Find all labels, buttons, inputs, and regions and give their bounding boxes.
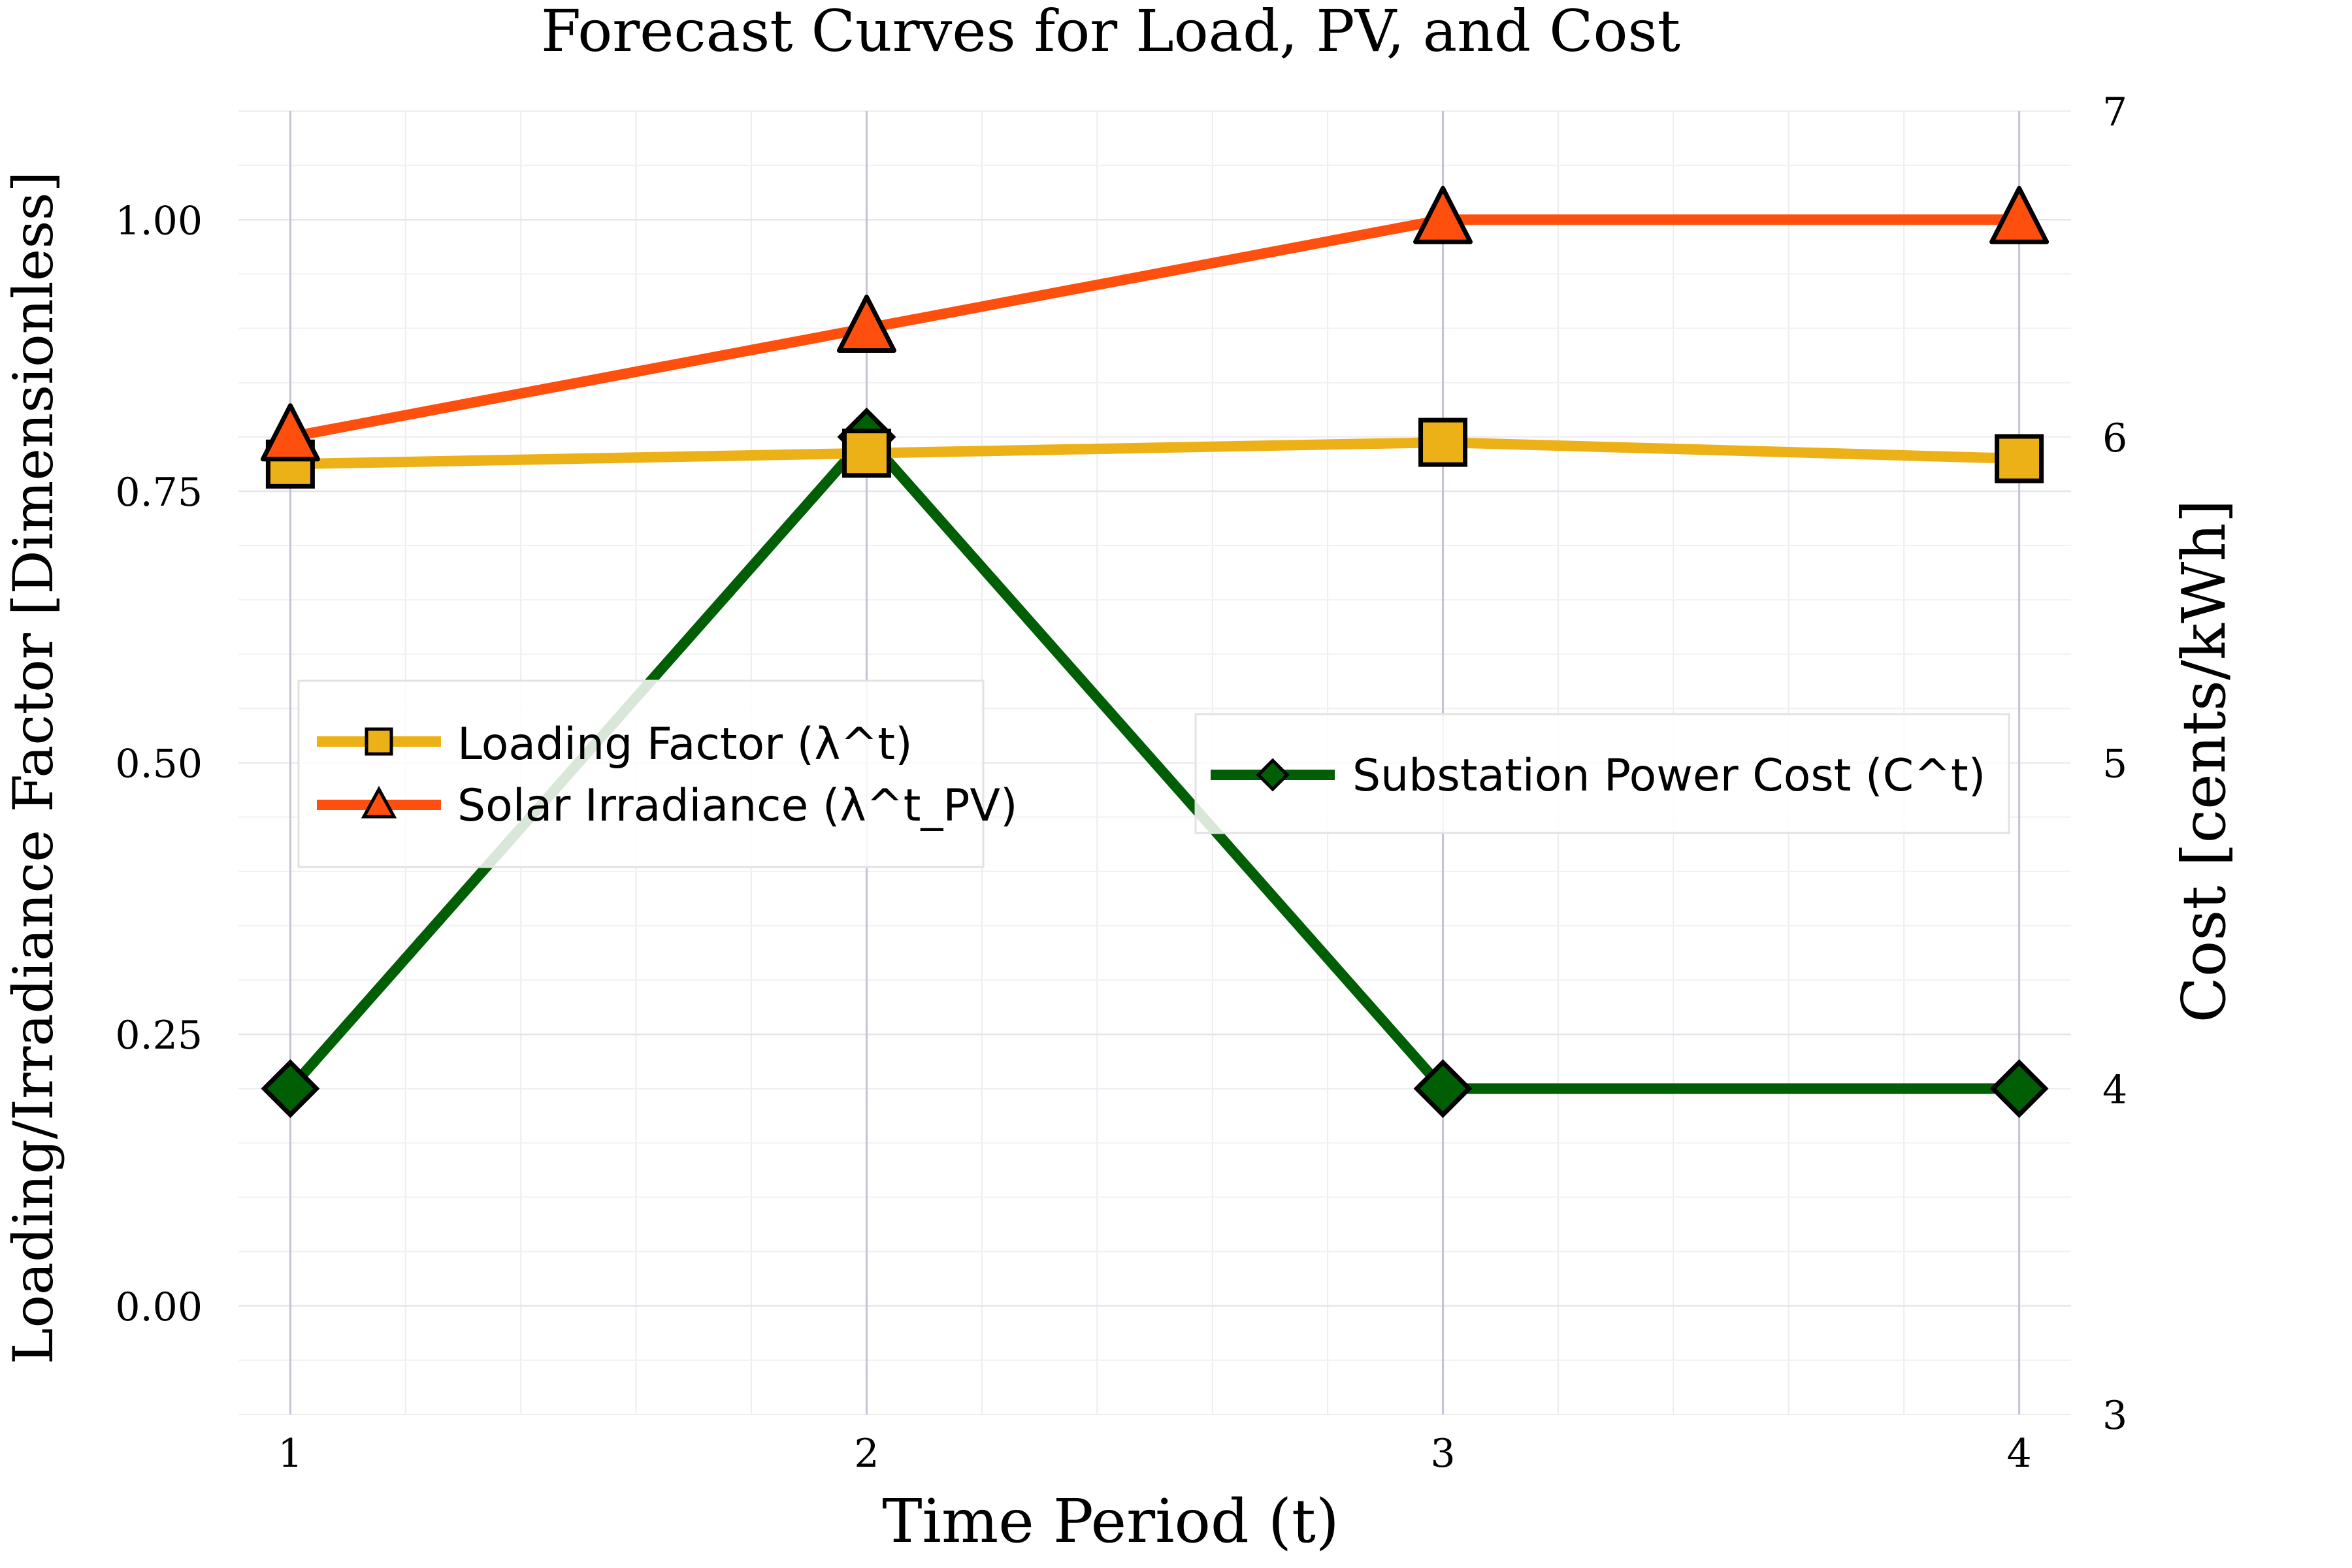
legend-primary-box	[297, 679, 985, 868]
series-layer	[260, 186, 2050, 1119]
y-axis-label-left: Loading/Irradiance Factor [Dimensionless…	[1, 171, 65, 1365]
legend-secondary: Substation Power Cost (C^t)	[1194, 713, 2010, 834]
legend-entry-loading: Loading Factor (λ^t)	[317, 719, 913, 770]
y-tick-label-left: 0.00	[115, 1284, 203, 1330]
y-tick-label-left: 0.50	[115, 742, 203, 787]
x-tick-labels: 1 2 3 4	[278, 1431, 2031, 1477]
y-axis-label-right: Cost [cents/kWh]	[2169, 500, 2239, 1023]
y-tick-label-right: 6	[2102, 416, 2127, 461]
y-tick-label-left: 0.25	[115, 1013, 203, 1058]
y-tick-label-right: 7	[2102, 90, 2127, 135]
legend-entry-solar: Solar Irradiance (λ^t_PV)	[317, 780, 1017, 832]
legend-marker-cost	[1256, 758, 1290, 792]
legend-marker-loading	[365, 727, 393, 756]
data-point-loading	[1995, 434, 2044, 483]
x-tick-label: 3	[1430, 1431, 1455, 1477]
data-point-loading	[841, 429, 891, 478]
legend-label-cost: Substation Power Cost (C^t)	[1352, 750, 1985, 802]
x-tick-label: 2	[854, 1431, 879, 1477]
y-tick-label-left: 1.00	[115, 198, 203, 244]
data-point-solar	[1989, 186, 2050, 244]
y-tick-label-left: 0.75	[115, 470, 203, 515]
y-tick-label-right: 4	[2102, 1067, 2127, 1113]
legend-entry-cost: Substation Power Cost (C^t)	[1211, 750, 1985, 802]
legend-marker-solar	[361, 785, 397, 819]
legend-primary: Loading Factor (λ^t) Solar Irradiance (λ…	[297, 679, 1017, 868]
data-point-solar	[836, 295, 896, 353]
series-line-square	[290, 437, 2019, 470]
y-tick-labels-left: 0.00 0.25 0.50 0.75 1.00	[115, 198, 203, 1330]
data-point-loading	[1418, 417, 1468, 467]
data-point-cost	[1413, 1059, 1473, 1119]
y-tick-label-right: 5	[2102, 742, 2127, 787]
x-tick-label: 4	[2007, 1431, 2032, 1477]
data-point-cost	[1989, 1059, 2049, 1119]
legend-label-loading: Loading Factor (λ^t)	[457, 719, 913, 770]
series-line-triangle	[289, 214, 2019, 442]
data-point-cost	[261, 1059, 320, 1119]
x-axis-label: Time Period (t)	[882, 1486, 1339, 1556]
y-tick-label-right: 3	[2102, 1393, 2127, 1439]
data-point-solar	[1413, 186, 1473, 244]
data-point-solar	[260, 403, 320, 462]
legend-label-solar: Solar Irradiance (λ^t_PV)	[457, 780, 1017, 832]
x-tick-label: 1	[278, 1431, 302, 1477]
y-tick-labels-right: 3 4 5 6 7	[2102, 90, 2127, 1439]
chart-title: Forecast Curves for Load, PV, and Cost	[541, 0, 1680, 65]
